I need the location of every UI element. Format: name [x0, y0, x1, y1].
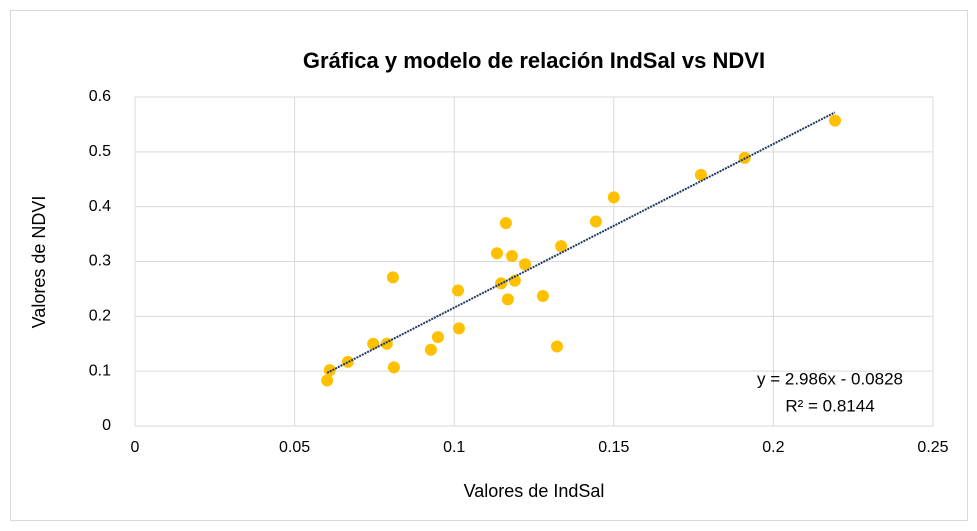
point [607, 191, 620, 204]
point [519, 258, 532, 271]
point [501, 293, 514, 306]
chart-title: Gráfica y modelo de relación IndSal vs N… [303, 48, 765, 73]
point [536, 290, 549, 303]
point [341, 355, 354, 368]
chart-border [10, 10, 968, 521]
x-axis-label: Valores de IndSal [464, 481, 605, 501]
point [499, 217, 512, 230]
y-tick-label: 0.5 [89, 143, 111, 160]
x-tick-label: 0 [131, 439, 140, 456]
point [452, 322, 465, 335]
y-tick-label: 0.3 [89, 253, 111, 270]
x-tick-label: 0.1 [443, 439, 465, 456]
x-tick-label: 0.15 [598, 439, 629, 456]
point [321, 374, 334, 387]
y-tick-label: 0.2 [89, 308, 111, 325]
y-tick-label: 0.4 [89, 198, 111, 215]
x-tick-label: 0.2 [762, 439, 784, 456]
point [694, 168, 707, 181]
point [829, 114, 842, 127]
point [589, 215, 602, 228]
x-tick-label: 0.05 [279, 439, 310, 456]
y-tick-label: 0 [102, 417, 111, 434]
x-tick-label: 0.25 [917, 439, 948, 456]
point [323, 364, 336, 377]
point [452, 284, 465, 297]
trendline-equation: y = 2.986x - 0.0828 [757, 369, 903, 388]
point [386, 271, 399, 284]
y-tick-label: 0.1 [89, 362, 111, 379]
point [387, 361, 400, 374]
point [505, 250, 518, 263]
y-tick-label: 0.6 [89, 88, 111, 105]
y-axis-label: Valores de NDVI [29, 196, 49, 329]
point [555, 240, 568, 253]
point [431, 331, 444, 344]
point [490, 247, 503, 260]
point [424, 343, 437, 356]
trendline-r2: R² = 0.8144 [785, 396, 874, 415]
point [550, 340, 563, 353]
trendline [326, 111, 836, 374]
